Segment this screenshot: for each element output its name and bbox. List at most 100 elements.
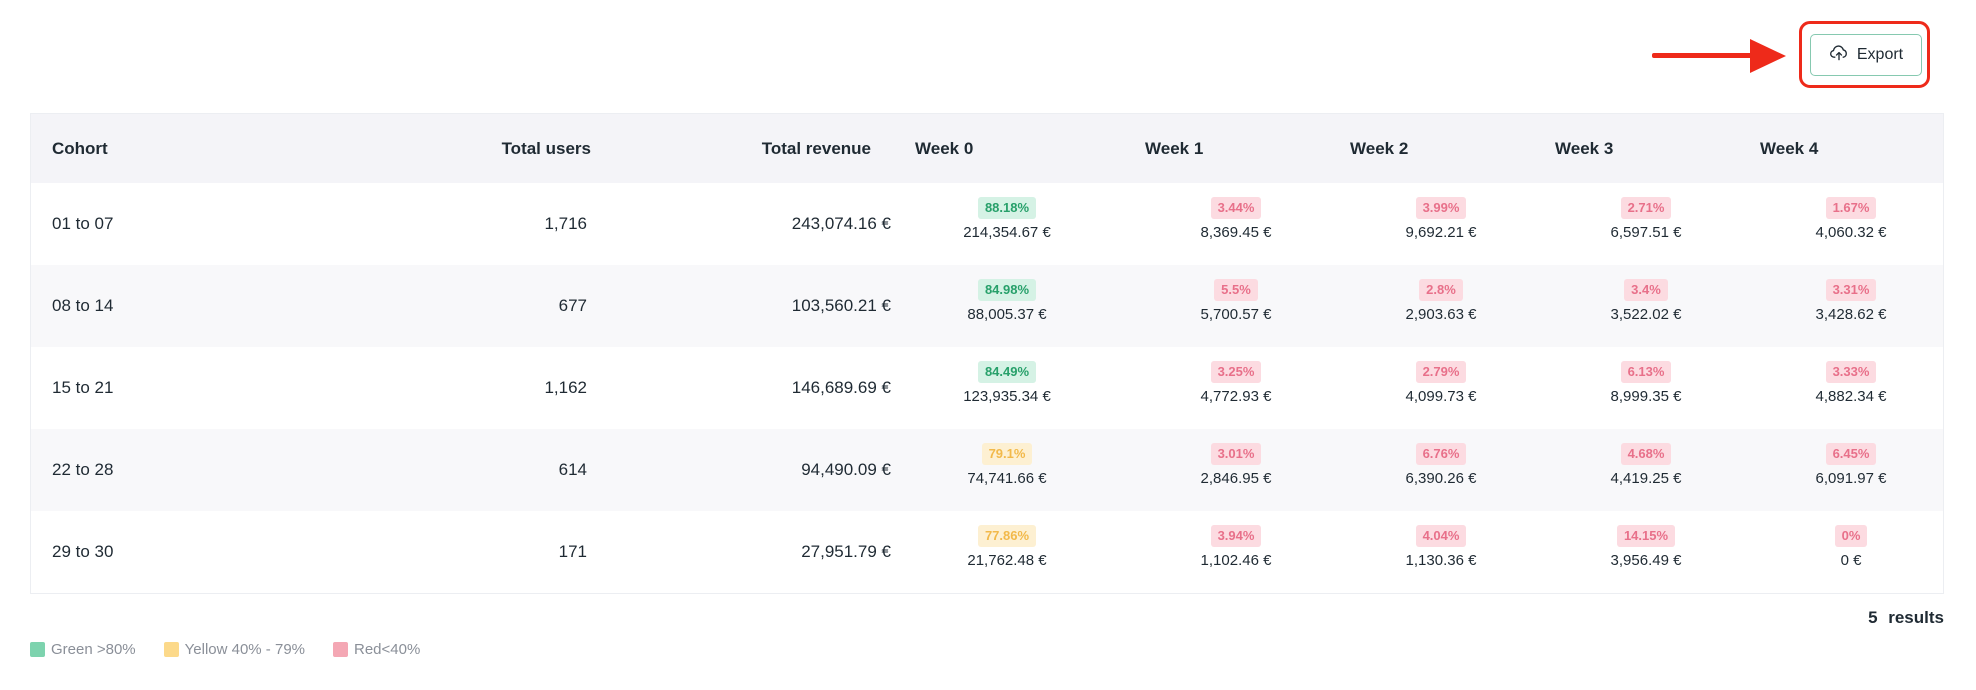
- week-0-cell: 88.18% 214,354.67 €: [917, 197, 1097, 241]
- week-0-cell: 84.49% 123,935.34 €: [917, 361, 1097, 405]
- retention-badge: 6.13%: [1620, 361, 1672, 383]
- week-3-cell: 4.68% 4,419.25 €: [1556, 443, 1736, 487]
- export-button-label: Export: [1856, 46, 1904, 63]
- week-4-cell: 6.45% 6,091.97 €: [1761, 443, 1941, 487]
- week-3-cell: 6.13% 8,999.35 €: [1556, 361, 1736, 405]
- retention-badge: 84.98%: [977, 279, 1037, 301]
- table-row: 29 to 30 171 27,951.79 € 77.86% 21,762.48 € 3…: [31, 511, 1943, 593]
- retention-badge: 4.68%: [1620, 443, 1672, 465]
- revenue-amount: 8,369.45 €: [1200, 224, 1272, 241]
- legend-swatch-green: [30, 642, 45, 657]
- export-button[interactable]: Export: [1810, 34, 1922, 76]
- header-week-0: Week 0: [915, 139, 974, 158]
- header-week-4: Week 4: [1760, 139, 1819, 158]
- revenue-amount: 6,390.26 €: [1405, 470, 1477, 487]
- table-row: 15 to 21 1,162 146,689.69 € 84.49% 123,935.3…: [31, 347, 1943, 429]
- total-revenue-cell: 103,560.21 €: [791, 296, 891, 315]
- legend-label-red: Red<40%: [354, 641, 421, 658]
- legend-swatch-red: [333, 642, 348, 657]
- retention-badge: 6.45%: [1825, 443, 1877, 465]
- revenue-amount: 3,956.49 €: [1610, 552, 1682, 569]
- revenue-amount: 2,846.95 €: [1200, 470, 1272, 487]
- legend-item-red: Red<40%: [333, 641, 420, 658]
- revenue-amount: 3,522.02 €: [1610, 306, 1682, 323]
- week-2-cell: 4.04% 1,130.36 €: [1351, 525, 1531, 569]
- cohort-cell: 15 to 21: [52, 378, 114, 397]
- header-total-revenue: Total revenue: [761, 139, 871, 158]
- revenue-amount: 4,772.93 €: [1200, 388, 1272, 405]
- week-3-cell: 2.71% 6,597.51 €: [1556, 197, 1736, 241]
- week-0-cell: 77.86% 21,762.48 €: [917, 525, 1097, 569]
- table-header: Cohort Total users Total revenue Week 0 …: [31, 114, 1943, 183]
- cloud-upload-icon: [1829, 43, 1849, 68]
- legend-label-green: Green >80%: [51, 641, 136, 658]
- results-count: 5 results: [1868, 608, 1944, 627]
- total-users-cell: 677: [558, 296, 587, 315]
- week-3-cell: 3.4% 3,522.02 €: [1556, 279, 1736, 323]
- revenue-amount: 123,935.34 €: [963, 388, 1051, 405]
- annotation-arrow-head: [1750, 39, 1786, 73]
- retention-badge: 3.99%: [1415, 197, 1467, 219]
- header-cohort: Cohort: [52, 139, 108, 158]
- week-4-cell: 3.33% 4,882.34 €: [1761, 361, 1941, 405]
- retention-badge: 3.4%: [1624, 279, 1668, 301]
- revenue-amount: 1,130.36 €: [1405, 552, 1477, 569]
- total-revenue-cell: 146,689.69 €: [791, 378, 891, 397]
- table-row: 08 to 14 677 103,560.21 € 84.98% 88,005.37 €…: [31, 265, 1943, 347]
- week-2-cell: 2.79% 4,099.73 €: [1351, 361, 1531, 405]
- week-0-cell: 84.98% 88,005.37 €: [917, 279, 1097, 323]
- header-week-3: Week 3: [1555, 139, 1614, 158]
- retention-badge: 2.8%: [1419, 279, 1463, 301]
- header-week-2: Week 2: [1350, 139, 1409, 158]
- revenue-amount: 21,762.48 €: [967, 552, 1047, 569]
- retention-badge: 79.1%: [981, 443, 1033, 465]
- table-body: 01 to 07 1,716 243,074.16 € 88.18% 214,354.6…: [31, 183, 1943, 593]
- legend-label-yellow: Yellow 40% - 79%: [184, 641, 305, 658]
- retention-badge: 3.31%: [1825, 279, 1877, 301]
- retention-badge: 0%: [1834, 525, 1868, 547]
- total-users-cell: 1,162: [544, 378, 587, 397]
- retention-badge: 4.04%: [1415, 525, 1467, 547]
- annotation-highlight-box: [1799, 21, 1930, 88]
- retention-badge: 77.86%: [977, 525, 1037, 547]
- week-1-cell: 3.01% 2,846.95 €: [1146, 443, 1326, 487]
- retention-badge: 6.76%: [1415, 443, 1467, 465]
- week-2-cell: 6.76% 6,390.26 €: [1351, 443, 1531, 487]
- retention-badge: 1.67%: [1825, 197, 1877, 219]
- cohort-cell: 29 to 30: [52, 542, 114, 561]
- revenue-amount: 3,428.62 €: [1815, 306, 1887, 323]
- legend-item-yellow: Yellow 40% - 79%: [163, 641, 305, 658]
- revenue-amount: 4,419.25 €: [1610, 470, 1682, 487]
- week-0-cell: 79.1% 74,741.66 €: [917, 443, 1097, 487]
- revenue-amount: 4,060.32 €: [1815, 224, 1887, 241]
- total-revenue-cell: 94,490.09 €: [801, 460, 891, 479]
- revenue-amount: 0 €: [1840, 552, 1862, 569]
- retention-badge: 14.15%: [1616, 525, 1676, 547]
- week-3-cell: 14.15% 3,956.49 €: [1556, 525, 1736, 569]
- revenue-amount: 4,882.34 €: [1815, 388, 1887, 405]
- retention-badge: 3.33%: [1825, 361, 1877, 383]
- total-users-cell: 1,716: [544, 214, 587, 233]
- cohort-cell: 08 to 14: [52, 296, 114, 315]
- total-users-cell: 171: [558, 542, 587, 561]
- retention-badge: 2.79%: [1415, 361, 1467, 383]
- retention-badge: 3.25%: [1210, 361, 1262, 383]
- revenue-amount: 214,354.67 €: [963, 224, 1051, 241]
- week-4-cell: 1.67% 4,060.32 €: [1761, 197, 1941, 241]
- week-1-cell: 5.5% 5,700.57 €: [1146, 279, 1326, 323]
- cohort-table: Cohort Total users Total revenue Week 0 …: [30, 113, 1944, 594]
- retention-badge: 3.94%: [1210, 525, 1262, 547]
- revenue-amount: 5,700.57 €: [1200, 306, 1272, 323]
- revenue-amount: 6,091.97 €: [1815, 470, 1887, 487]
- week-1-cell: 3.44% 8,369.45 €: [1146, 197, 1326, 241]
- revenue-amount: 2,903.63 €: [1405, 306, 1477, 323]
- week-4-cell: 3.31% 3,428.62 €: [1761, 279, 1941, 323]
- revenue-amount: 6,597.51 €: [1610, 224, 1682, 241]
- legend-swatch-yellow: [163, 642, 179, 657]
- table-row: 22 to 28 614 94,490.09 € 79.1% 74,741.66 € 3.…: [31, 429, 1943, 511]
- annotation-arrow-line: [1652, 53, 1756, 58]
- total-users-cell: 614: [558, 460, 587, 479]
- total-revenue-cell: 27,951.79 €: [801, 542, 891, 561]
- cohort-cell: 01 to 07: [52, 214, 114, 233]
- cohort-cell: 22 to 28: [52, 460, 114, 479]
